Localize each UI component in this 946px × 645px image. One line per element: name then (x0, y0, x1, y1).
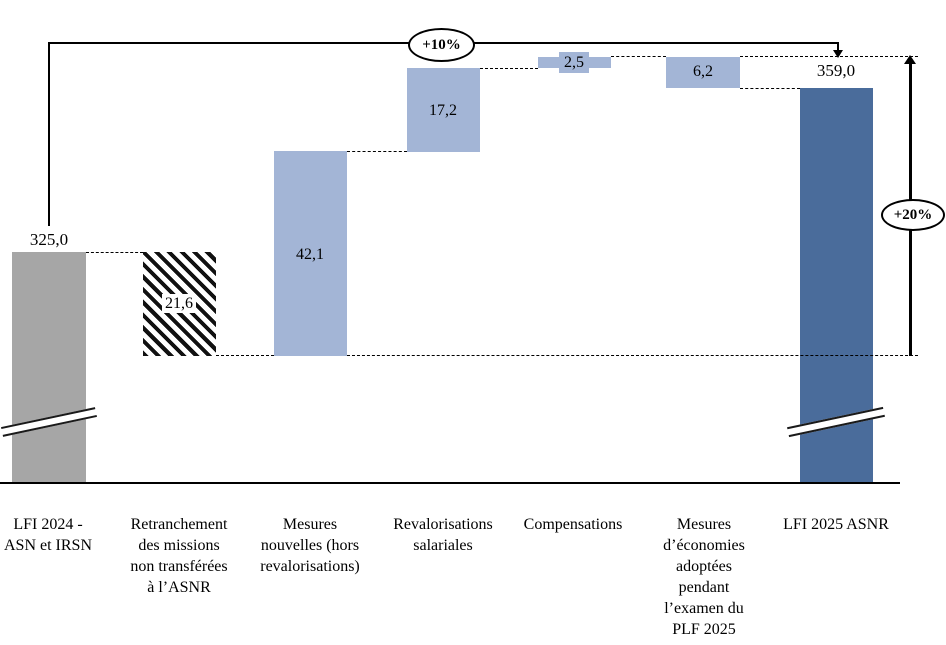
value-label-lfi2024: 325,0 (29, 230, 69, 249)
value-label-retranchement: 21,6 (162, 294, 196, 313)
bar-mesures-nouvelles (274, 151, 347, 356)
x-axis-line (0, 482, 900, 484)
category-label-compensations: Compensations (523, 516, 623, 533)
arrow-up-icon (904, 55, 916, 64)
dashed-connector-359 (740, 88, 800, 89)
category-label-retranchement: Retranchement des missions non transféré… (130, 516, 228, 596)
category-label-mesures-nouvelles: Mesures nouvelles (hors revalorisations) (260, 516, 360, 575)
bar-lfi-2024-asn-irsn (12, 252, 86, 484)
value-label-economies: 6,2 (693, 63, 713, 80)
dashed-connector-325 (86, 252, 143, 253)
value-label-compensations: 2,5 (559, 52, 589, 73)
dashed-connector-3455 (347, 151, 407, 152)
category-label-revalorisations: Revalorisations salariales (393, 516, 493, 554)
category-label-economies: Mesures d’économies adoptées pendant l’e… (663, 516, 745, 638)
category-label-lfi2025: LFI 2025 ASNR (783, 516, 889, 533)
dashed-baseline-3034 (347, 355, 918, 356)
bar-revalorisations (407, 68, 480, 152)
annotation-oval-plus20: +20% (881, 199, 945, 231)
value-label-mesures-nouvelles: 42,1 (296, 246, 324, 263)
growth-line-vertical-left (48, 42, 50, 226)
value-label-revalorisations: 17,2 (429, 102, 457, 119)
plus20-label: +20% (893, 206, 933, 223)
annotation-oval-plus10: +10% (408, 28, 475, 62)
bar-mesures-economies (666, 57, 740, 88)
dashed-connector-3652b (740, 56, 918, 57)
dashed-connector-3652a (611, 56, 666, 57)
dashed-connector-3034 (216, 355, 274, 356)
dashed-connector-3627 (480, 68, 538, 69)
growth-line-vertical-right (837, 42, 839, 51)
value-label-lfi2025: 359,0 (816, 61, 856, 80)
category-label-lfi2024: LFI 2024 - ASN et IRSN (3, 516, 92, 554)
arrow-down-icon (833, 50, 843, 58)
plus10-label: +10% (422, 36, 461, 53)
